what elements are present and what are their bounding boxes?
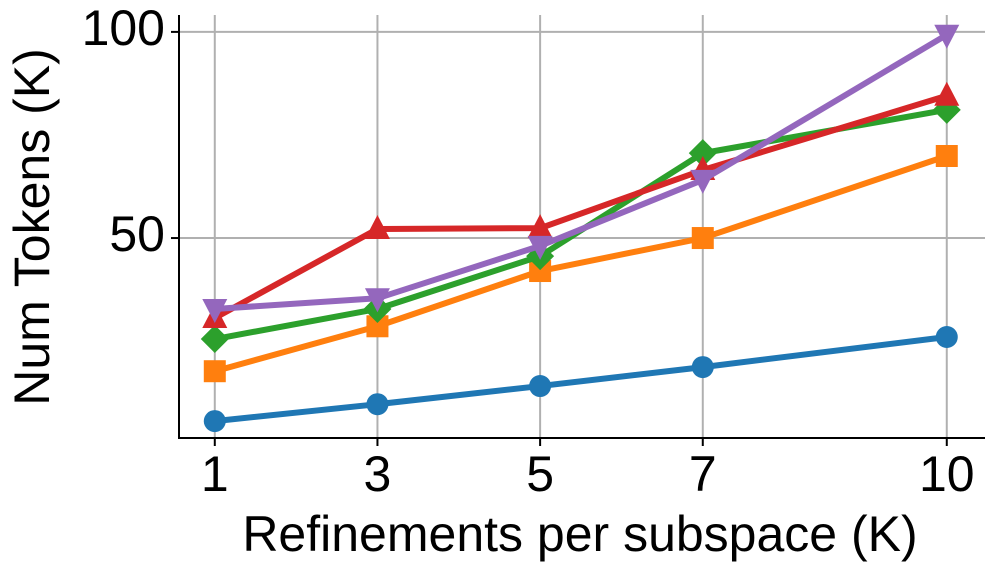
marker [935,145,958,167]
marker [364,288,390,313]
marker [691,356,714,379]
marker [691,227,714,250]
marker [934,81,960,106]
x-tick-label: 7 [689,446,717,502]
marker [203,360,226,383]
marker [527,214,553,239]
series-line [214,334,948,425]
x-tick-label: 5 [526,446,554,502]
x-tick-label: 1 [201,446,229,502]
marker [690,169,716,194]
marker [688,139,717,168]
marker [527,235,553,260]
marker [200,325,229,354]
marker [366,315,389,338]
series-line [214,32,949,312]
y-tick-label: 100 [82,0,165,56]
marker [529,260,552,283]
marker [364,214,390,239]
marker [935,325,958,348]
marker [202,298,228,323]
x-tick-label: 10 [919,446,975,502]
marker [934,24,960,49]
y-tick-label: 50 [109,206,165,262]
y-axis-label: Num Tokens (K) [4,48,60,406]
marker [529,375,552,398]
series-line [213,92,948,321]
marker [203,410,226,433]
series-line [213,153,948,375]
plot-area [200,24,961,433]
marker [366,393,389,416]
x-axis-label: Refinements per subspace (K) [242,506,917,562]
x-tick-label: 3 [364,446,392,502]
